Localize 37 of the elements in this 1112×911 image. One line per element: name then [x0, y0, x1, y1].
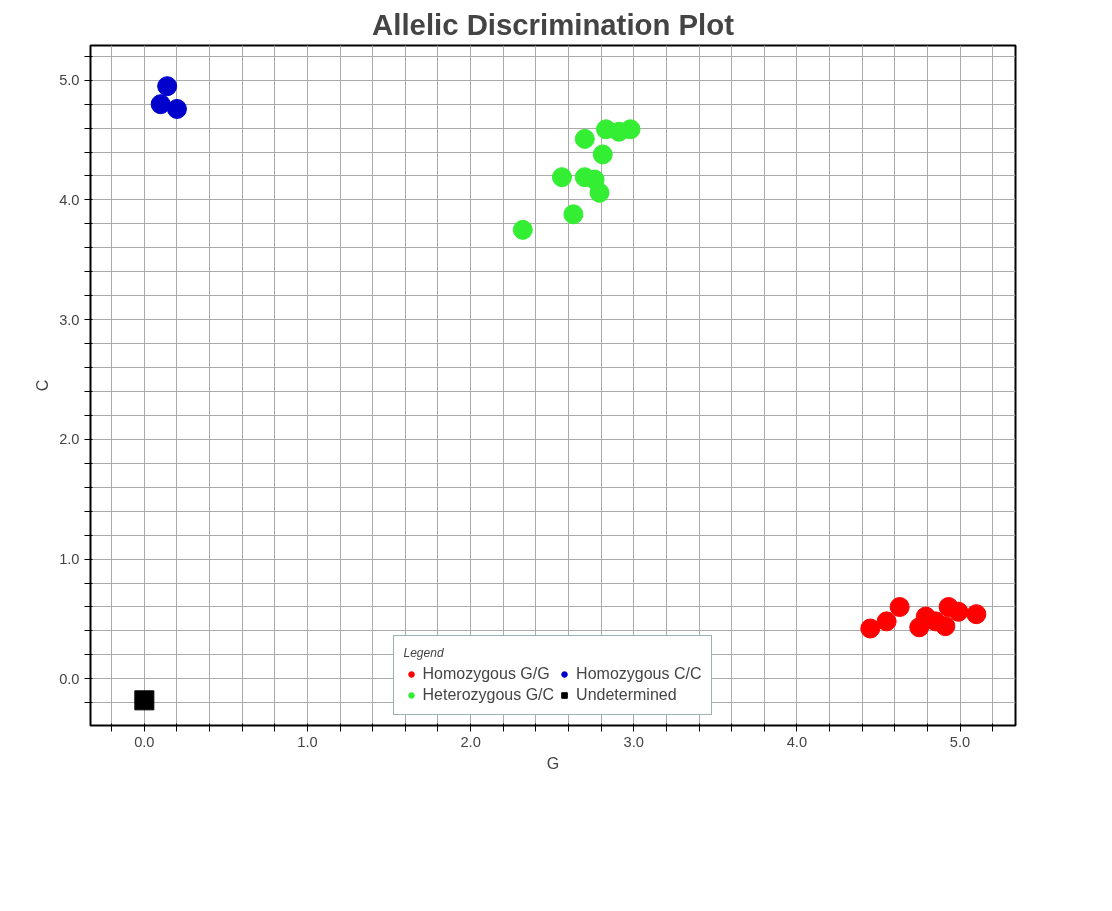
x-tick-label: 4.0: [786, 733, 808, 750]
point: [150, 94, 171, 115]
point: [563, 204, 584, 225]
point: [157, 76, 178, 97]
point: [948, 601, 969, 622]
legend-label: Undetermined: [576, 686, 677, 704]
point: [592, 144, 613, 165]
y-tick-label: 5.0: [59, 72, 80, 89]
x-tick-label: 0.0: [134, 733, 155, 750]
point: [166, 98, 187, 119]
x-axis-title: G: [546, 754, 560, 772]
y-tick-label: 0.0: [59, 670, 80, 687]
point: [876, 611, 897, 632]
point: [966, 604, 987, 625]
legend-label: Homozygous C/C: [576, 665, 702, 683]
legend-label: Homozygous G/G: [422, 665, 550, 683]
y-tick-label: 1.0: [59, 551, 80, 568]
legend-title: Legend: [403, 646, 445, 660]
point: [551, 167, 572, 188]
point: [134, 690, 155, 711]
chart-title: Allelic Discrimination Plot: [372, 7, 735, 41]
x-tick-label: 3.0: [623, 733, 644, 750]
y-tick-label: 2.0: [59, 431, 80, 448]
x-tick-label: 1.0: [297, 733, 318, 750]
y-tick-label: 3.0: [59, 311, 80, 328]
x-tick-label: 2.0: [460, 733, 481, 750]
point: [574, 128, 595, 149]
point: [889, 597, 910, 617]
legend-label: Heterozygous G/C: [422, 686, 555, 704]
point: [589, 182, 610, 203]
y-axis-title: C: [34, 379, 52, 392]
point: [512, 219, 533, 240]
point: [620, 119, 641, 140]
y-tick-label: 4.0: [59, 191, 80, 208]
x-tick-label: 5.0: [949, 733, 971, 750]
point: [860, 618, 881, 639]
point: [935, 616, 956, 637]
